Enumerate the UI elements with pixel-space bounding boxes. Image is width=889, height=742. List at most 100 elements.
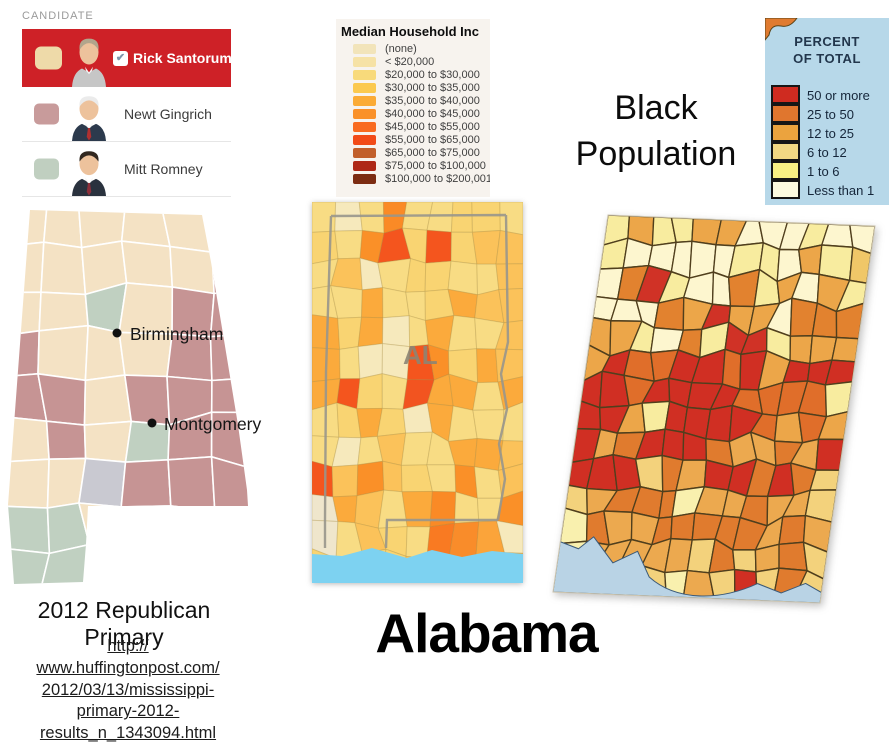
county-shape xyxy=(732,549,757,573)
county-shape xyxy=(8,505,51,555)
county-shape xyxy=(356,373,383,410)
county-shape xyxy=(202,510,248,550)
county-shape xyxy=(211,243,248,295)
county-shape xyxy=(424,260,452,292)
percent-legend-items: 50 or more 25 to 50 12 to 25 6 to 12 1 to 6 L… xyxy=(771,85,874,200)
gulf-water xyxy=(553,536,823,603)
source-link-line[interactable]: www.huffingtonpost.com/ xyxy=(36,658,220,677)
county-shape xyxy=(78,457,127,508)
county-shape xyxy=(210,210,248,254)
county-shape xyxy=(312,460,334,498)
percent-range-label: 12 to 25 xyxy=(807,126,854,141)
candidate-label: Mitt Romney xyxy=(124,161,203,177)
county-color-swatch xyxy=(34,158,59,180)
income-legend-row: $35,000 to $40,000 xyxy=(336,94,490,107)
income-color-swatch xyxy=(353,147,376,158)
county-shape xyxy=(40,241,87,296)
county-shape xyxy=(124,420,171,463)
county-shape xyxy=(8,291,42,337)
county-shape xyxy=(382,287,410,319)
county-shape xyxy=(83,374,133,426)
state-title: Alabama xyxy=(375,602,598,664)
income-range-label: $75,000 to $100,000 xyxy=(385,159,486,172)
county-shape xyxy=(499,202,523,236)
percent-range-label: 25 to 50 xyxy=(807,107,854,122)
county-shape xyxy=(118,547,173,584)
county-shape xyxy=(120,458,172,508)
percent-color-swatch xyxy=(771,123,800,142)
income-range-label: $35,000 to $40,000 xyxy=(385,94,480,107)
county-shape xyxy=(124,374,171,426)
county-shape xyxy=(167,455,216,512)
income-legend-row: (none) xyxy=(336,42,490,55)
income-color-swatch xyxy=(353,121,376,132)
percent-color-swatch xyxy=(771,104,800,123)
county-shape xyxy=(429,490,457,528)
county-shape xyxy=(450,202,473,233)
selected-checkbox-icon[interactable]: ✔ xyxy=(113,50,128,66)
source-link-line[interactable]: primary-2012- xyxy=(76,702,180,721)
county-shape xyxy=(45,420,87,461)
income-range-label: $30,000 to $35,000 xyxy=(385,81,480,94)
candidate-name: Rick Santorum xyxy=(133,50,232,66)
county-shape xyxy=(471,202,501,233)
black-population-map xyxy=(552,214,876,604)
county-shape xyxy=(498,288,523,324)
gulf-water xyxy=(312,548,523,583)
county-shape xyxy=(357,343,383,380)
candidate-row-mitt-romney[interactable]: Mitt Romney xyxy=(22,142,231,197)
percent-legend-row: 1 to 6 xyxy=(771,161,874,181)
county-shape xyxy=(39,543,92,584)
income-color-swatch xyxy=(353,95,376,106)
income-legend-row: $45,000 to $55,000 xyxy=(336,120,490,133)
income-range-label: $40,000 to $45,000 xyxy=(385,107,480,120)
county-shape xyxy=(8,210,48,248)
county-shape xyxy=(376,407,407,437)
county-shape xyxy=(37,373,87,426)
county-shape xyxy=(83,420,133,463)
county-shape xyxy=(474,466,503,499)
candidate-legend: ✔ Rick Santorum Newt Gingrich Mitt Romney xyxy=(22,29,232,197)
candidate-row-newt-gingrich[interactable]: Newt Gingrich xyxy=(22,87,231,142)
percent-color-swatch xyxy=(771,180,800,199)
montgomery-label: Montgomery xyxy=(164,414,262,434)
percent-range-label: 50 or more xyxy=(807,88,870,103)
income-color-swatch xyxy=(353,108,376,119)
income-legend-row: < $20,000 xyxy=(336,55,490,68)
county-shape xyxy=(8,547,51,584)
county-shape xyxy=(210,455,248,512)
county-shape xyxy=(425,229,452,264)
income-color-swatch xyxy=(353,43,376,54)
income-color-swatch xyxy=(353,173,376,184)
percent-legend: PERCENT OF TOTAL 50 or more 25 to 50 12 to… xyxy=(765,18,889,205)
county-shape xyxy=(496,520,523,554)
income-color-swatch xyxy=(353,160,376,171)
black-population-title-line2: Population xyxy=(575,134,737,173)
source-link: http:// www.huffingtonpost.com/2012/03/13… xyxy=(8,636,248,742)
county-shape xyxy=(815,438,845,471)
county-shape xyxy=(8,330,41,378)
source-link-line[interactable]: 2012/03/13/mississippi- xyxy=(41,680,215,699)
county-shape xyxy=(312,230,339,265)
primary-map-caption: 2012 Republican Primary xyxy=(37,597,211,650)
percent-legend-row: Less than 1 xyxy=(771,180,874,200)
income-legend-items: (none) < $20,000 $20,000 to $30,000 $30,000… xyxy=(336,42,490,185)
source-link-line[interactable]: results_n_1343094.html xyxy=(39,724,217,742)
income-range-label: (none) xyxy=(385,42,417,55)
birmingham-label: Birmingham xyxy=(130,324,223,344)
income-legend-row: $65,000 to $75,000 xyxy=(336,146,490,159)
primary-results-map: Birmingham Montgomery xyxy=(8,210,262,584)
income-range-label: < $20,000 xyxy=(385,55,435,68)
county-shape xyxy=(169,245,215,295)
candidate-row-rick-santorum[interactable]: ✔ Rick Santorum xyxy=(22,29,232,87)
candidate-label: Newt Gingrich xyxy=(124,106,212,122)
county-shape xyxy=(120,240,174,288)
income-color-swatch xyxy=(353,69,376,80)
source-link-line[interactable]: http:// xyxy=(107,637,149,655)
county-shape xyxy=(88,543,129,584)
county-shape xyxy=(8,458,50,509)
county-shape xyxy=(37,324,89,382)
county-shape xyxy=(448,315,478,352)
state-border xyxy=(323,213,510,549)
income-color-swatch xyxy=(353,82,376,93)
